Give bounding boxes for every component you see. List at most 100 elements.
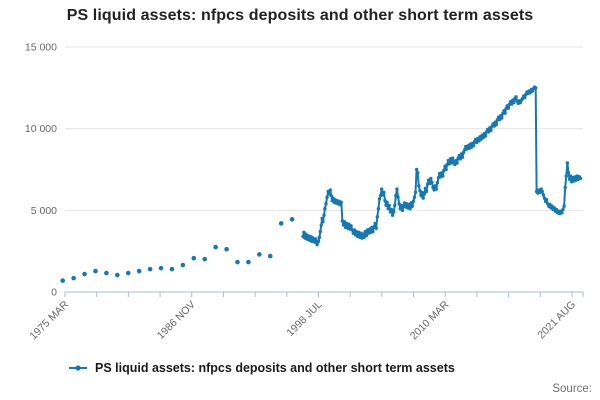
data-point-annual[interactable] bbox=[191, 255, 197, 261]
data-point[interactable] bbox=[455, 161, 459, 165]
data-point[interactable] bbox=[563, 185, 567, 190]
data-point-annual[interactable] bbox=[180, 262, 186, 268]
data-point[interactable] bbox=[560, 211, 564, 215]
data-point[interactable] bbox=[328, 188, 333, 192]
data-point[interactable] bbox=[329, 193, 333, 198]
data-point[interactable] bbox=[393, 203, 397, 208]
data-point-annual[interactable] bbox=[202, 256, 208, 262]
data-point[interactable] bbox=[540, 189, 544, 194]
data-point[interactable] bbox=[364, 233, 369, 238]
data-point[interactable] bbox=[411, 199, 416, 204]
data-point[interactable] bbox=[444, 167, 448, 172]
data-point[interactable] bbox=[450, 156, 455, 160]
data-point[interactable] bbox=[408, 207, 412, 211]
data-point[interactable] bbox=[341, 223, 346, 227]
data-point[interactable] bbox=[316, 239, 321, 244]
data-point[interactable] bbox=[321, 220, 325, 224]
data-point-annual[interactable] bbox=[82, 271, 87, 277]
data-point-annual[interactable] bbox=[213, 244, 218, 250]
data-point[interactable] bbox=[566, 171, 571, 175]
data-point[interactable] bbox=[489, 128, 493, 132]
data-point[interactable] bbox=[562, 204, 566, 208]
data-point-annual[interactable] bbox=[158, 265, 164, 271]
data-point[interactable] bbox=[471, 144, 476, 148]
data-point-annual[interactable] bbox=[235, 259, 240, 265]
data-point-annual[interactable] bbox=[278, 221, 284, 226]
data-point-annual[interactable] bbox=[71, 275, 76, 281]
data-point[interactable] bbox=[324, 202, 328, 206]
data-point[interactable] bbox=[578, 176, 583, 181]
data-point[interactable] bbox=[390, 213, 395, 217]
data-point[interactable] bbox=[389, 207, 394, 212]
data-point[interactable] bbox=[416, 171, 420, 175]
data-point[interactable] bbox=[424, 189, 429, 194]
data-point[interactable] bbox=[567, 177, 572, 181]
data-point[interactable] bbox=[512, 100, 516, 105]
data-point[interactable] bbox=[313, 240, 317, 244]
data-point[interactable] bbox=[319, 223, 323, 227]
data-point[interactable] bbox=[434, 187, 438, 191]
data-point[interactable] bbox=[561, 207, 565, 212]
data-point[interactable] bbox=[534, 86, 538, 90]
data-point[interactable] bbox=[430, 180, 434, 185]
data-point[interactable] bbox=[325, 195, 329, 199]
data-point[interactable] bbox=[375, 215, 380, 219]
data-point[interactable] bbox=[421, 196, 425, 200]
data-point[interactable] bbox=[379, 187, 384, 191]
data-point-annual[interactable] bbox=[136, 268, 142, 274]
data-point[interactable] bbox=[441, 174, 445, 178]
data-point[interactable] bbox=[410, 204, 414, 208]
legend-item[interactable]: PS liquid assets: nfpcs deposits and oth… bbox=[68, 361, 455, 375]
data-point[interactable] bbox=[412, 195, 417, 199]
data-point[interactable] bbox=[460, 155, 465, 159]
data-point-annual[interactable] bbox=[147, 266, 153, 272]
data-point[interactable] bbox=[514, 95, 518, 99]
data-point[interactable] bbox=[384, 203, 388, 208]
data-point[interactable] bbox=[371, 229, 375, 234]
data-point[interactable] bbox=[435, 180, 440, 185]
data-point[interactable] bbox=[317, 235, 322, 239]
data-point[interactable] bbox=[523, 95, 527, 100]
data-point-annual[interactable] bbox=[267, 253, 273, 259]
data-point[interactable] bbox=[377, 197, 382, 201]
data-point[interactable] bbox=[419, 193, 423, 198]
data-point[interactable] bbox=[361, 232, 365, 236]
data-point[interactable] bbox=[564, 174, 568, 178]
data-point[interactable] bbox=[423, 186, 428, 190]
data-point-annual[interactable] bbox=[169, 266, 175, 272]
data-point-annual[interactable] bbox=[104, 270, 109, 276]
data-point-annual[interactable] bbox=[224, 246, 229, 252]
data-point-annual[interactable] bbox=[115, 272, 120, 278]
data-point[interactable] bbox=[320, 216, 324, 221]
data-point[interactable] bbox=[373, 221, 377, 226]
data-point[interactable] bbox=[323, 207, 327, 211]
data-point[interactable] bbox=[322, 213, 326, 217]
data-point-annual[interactable] bbox=[125, 270, 131, 276]
data-point[interactable] bbox=[314, 237, 318, 241]
data-point[interactable] bbox=[318, 229, 322, 234]
data-point-annual[interactable] bbox=[246, 259, 251, 265]
data-point[interactable] bbox=[395, 187, 399, 191]
data-point[interactable] bbox=[440, 171, 444, 175]
data-point-annual[interactable] bbox=[257, 252, 262, 257]
data-point[interactable] bbox=[387, 203, 392, 208]
data-point[interactable] bbox=[315, 242, 319, 247]
data-point-annual[interactable] bbox=[60, 278, 66, 283]
data-point[interactable] bbox=[544, 198, 549, 202]
data-point[interactable] bbox=[391, 210, 396, 214]
data-point[interactable] bbox=[429, 176, 433, 181]
data-point[interactable] bbox=[400, 208, 405, 213]
data-point-annual[interactable] bbox=[289, 217, 295, 222]
data-point[interactable] bbox=[541, 193, 546, 197]
data-point[interactable] bbox=[565, 161, 570, 165]
data-point[interactable] bbox=[417, 184, 421, 188]
data-point[interactable] bbox=[506, 106, 511, 110]
data-point[interactable] bbox=[349, 224, 353, 228]
data-point[interactable] bbox=[422, 192, 426, 196]
data-point[interactable] bbox=[376, 207, 381, 211]
data-point[interactable] bbox=[483, 134, 488, 138]
data-point[interactable] bbox=[494, 122, 499, 127]
data-point[interactable] bbox=[414, 167, 419, 172]
data-point[interactable] bbox=[433, 184, 437, 188]
data-point[interactable] bbox=[374, 226, 378, 230]
